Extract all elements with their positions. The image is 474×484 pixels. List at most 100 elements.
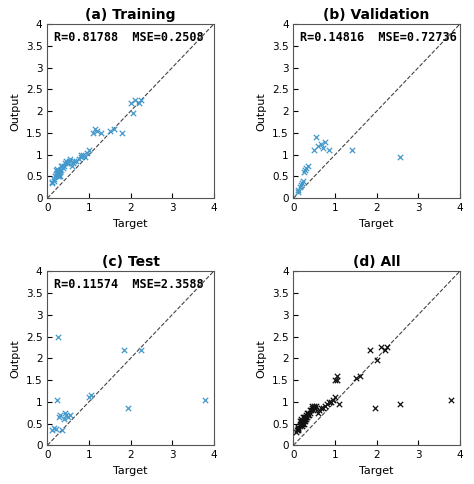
Point (304, 411, 312, 419)
Point (316, 407, 323, 414)
Point (83, 149, 91, 156)
Point (312, 134, 320, 141)
Point (301, 415, 309, 423)
Point (65, 157, 73, 165)
Point (53, 165, 61, 172)
Point (297, 415, 305, 423)
X-axis label: Target: Target (359, 219, 394, 228)
Point (307, 407, 315, 414)
Point (135, 99, 143, 106)
Point (201, 396, 209, 404)
Point (127, 99, 134, 106)
Point (58, 426, 66, 434)
Point (336, 400, 343, 408)
Point (319, 405, 327, 412)
Point (295, 425, 302, 433)
Point (54, 173, 62, 181)
Point (303, 413, 310, 421)
Y-axis label: Output: Output (256, 339, 266, 378)
Point (331, 393, 339, 401)
Point (85, 393, 93, 401)
Point (51, 173, 59, 181)
Point (49, 178, 56, 185)
Point (73, 157, 80, 165)
Point (98, 129, 105, 137)
Point (53, 396, 60, 404)
Point (131, 96, 138, 104)
Point (50, 424, 57, 432)
Point (325, 147, 333, 154)
Point (85, 147, 93, 154)
Point (377, 344, 384, 351)
Point (120, 346, 128, 353)
Point (292, 428, 300, 436)
Point (331, 376, 339, 384)
Point (57, 162, 65, 169)
Point (396, 400, 403, 408)
Point (304, 162, 312, 169)
Point (303, 409, 311, 417)
Point (297, 418, 305, 425)
Y-axis label: Output: Output (10, 92, 20, 131)
Point (300, 415, 308, 423)
Point (299, 177, 306, 185)
Point (89, 129, 97, 137)
Point (301, 418, 309, 425)
Point (55, 168, 63, 176)
Point (447, 396, 455, 404)
Text: R=0.14816  MSE=0.72736: R=0.14816 MSE=0.72736 (300, 31, 457, 44)
Point (295, 423, 302, 431)
Point (110, 125, 118, 133)
Point (55, 170, 63, 178)
Point (69, 162, 76, 169)
Point (66, 411, 74, 419)
Point (71, 157, 78, 165)
Point (315, 142, 322, 150)
Point (57, 166, 64, 174)
Point (295, 186, 302, 194)
Point (137, 96, 145, 104)
Point (78, 151, 85, 159)
Point (56, 168, 64, 176)
Point (59, 164, 67, 172)
Point (296, 183, 303, 191)
Point (298, 179, 306, 187)
Point (69, 160, 77, 167)
Point (298, 418, 306, 425)
Point (356, 372, 364, 379)
Point (125, 405, 132, 412)
Point (66, 155, 74, 163)
Point (79, 151, 87, 159)
Point (55, 173, 63, 181)
Point (87, 392, 95, 399)
Point (52, 425, 60, 433)
Point (56, 173, 64, 181)
Point (306, 409, 314, 417)
Point (300, 420, 308, 427)
Point (396, 153, 403, 161)
Point (52, 166, 60, 174)
X-axis label: Target: Target (113, 219, 148, 228)
Point (304, 409, 312, 417)
Point (306, 407, 314, 414)
Point (302, 415, 310, 423)
X-axis label: Target: Target (113, 466, 148, 476)
Point (309, 405, 316, 412)
Point (302, 164, 310, 172)
Point (298, 422, 306, 430)
Point (60, 162, 68, 169)
Point (300, 418, 308, 425)
Point (310, 147, 318, 154)
Point (301, 413, 309, 421)
Point (299, 420, 306, 427)
Point (62, 157, 70, 165)
Point (310, 402, 318, 410)
Point (294, 426, 301, 434)
Point (312, 402, 320, 410)
Point (50, 177, 57, 185)
Point (296, 420, 303, 427)
Point (50, 175, 57, 182)
Point (91, 125, 99, 133)
Point (54, 333, 62, 340)
Point (48, 426, 55, 434)
